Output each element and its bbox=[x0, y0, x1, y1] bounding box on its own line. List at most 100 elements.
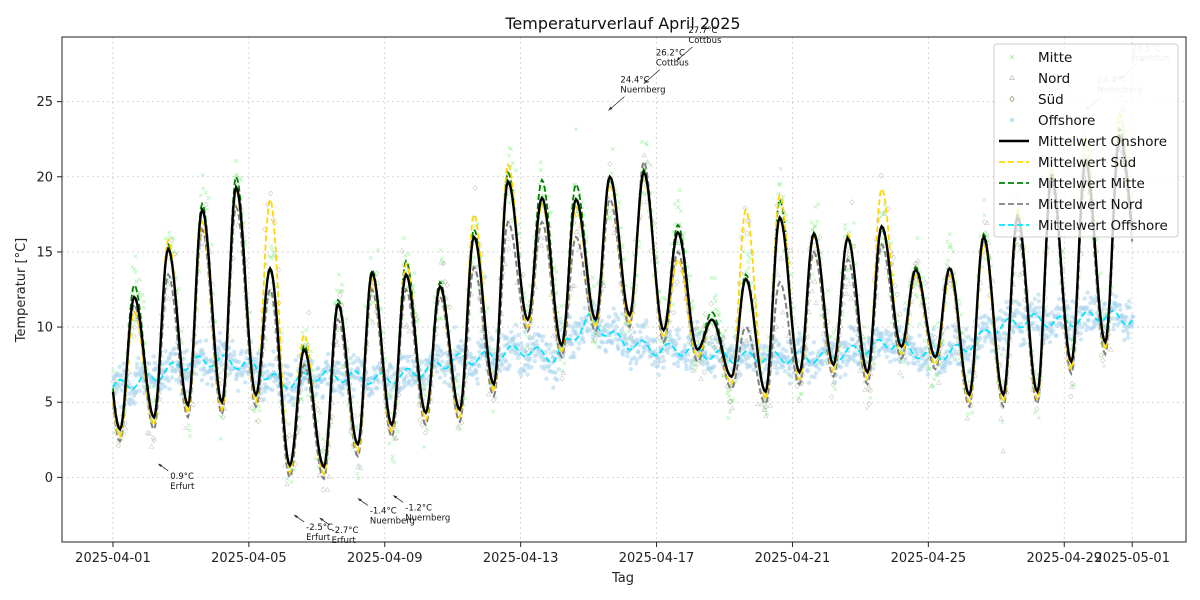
mitte-point bbox=[900, 375, 905, 380]
offshore-point bbox=[967, 352, 973, 357]
nord-point bbox=[600, 283, 607, 288]
offshore-point bbox=[435, 357, 440, 362]
offshore-point bbox=[1057, 296, 1062, 302]
offshore-point bbox=[603, 349, 609, 354]
offshore-point bbox=[695, 319, 700, 325]
nord-point bbox=[393, 435, 399, 441]
offshore-point bbox=[516, 332, 521, 338]
offshore-point bbox=[597, 322, 602, 327]
offshore-point bbox=[843, 372, 848, 377]
mitte-point bbox=[338, 289, 343, 294]
offshore-point bbox=[893, 350, 898, 355]
offshore-point bbox=[146, 361, 152, 366]
nord-point bbox=[693, 324, 699, 330]
mitte-point bbox=[425, 426, 430, 432]
offshore-point bbox=[619, 327, 625, 332]
nord-point bbox=[550, 333, 556, 339]
offshore-point bbox=[231, 353, 237, 358]
offshore-point bbox=[1036, 292, 1041, 297]
offshore-point bbox=[674, 351, 679, 356]
mitte-point bbox=[187, 428, 192, 433]
mitte-point bbox=[654, 254, 659, 259]
nord-point bbox=[809, 288, 815, 294]
offshore-point bbox=[684, 363, 689, 368]
mitte-point bbox=[868, 396, 873, 401]
offshore-point bbox=[434, 369, 439, 375]
offshore-point bbox=[544, 342, 550, 347]
mitte-point bbox=[970, 410, 975, 415]
mitte-point bbox=[925, 306, 930, 312]
mitte-point bbox=[198, 193, 203, 198]
mitte-point bbox=[209, 242, 214, 247]
mean-onshore-line bbox=[111, 133, 1134, 470]
mitte-point bbox=[554, 290, 559, 295]
offshore-point bbox=[684, 366, 689, 372]
offshore-point bbox=[353, 359, 358, 364]
nord-point bbox=[370, 319, 376, 325]
sued-point bbox=[337, 292, 343, 299]
offshore-point bbox=[975, 355, 981, 360]
sued-point bbox=[172, 250, 178, 257]
mitte-point bbox=[682, 231, 687, 236]
offshore-point bbox=[1131, 314, 1136, 319]
mitte-point bbox=[558, 315, 563, 320]
nord-point bbox=[611, 229, 617, 235]
sued-point bbox=[168, 237, 175, 244]
mitte-point bbox=[831, 330, 836, 335]
y-tick-label: 25 bbox=[36, 95, 53, 110]
mitte-point bbox=[171, 236, 176, 241]
offshore-point bbox=[390, 365, 395, 371]
offshore-point bbox=[351, 353, 356, 358]
nord-point bbox=[697, 336, 703, 342]
offshore-point bbox=[203, 338, 209, 343]
offshore-point bbox=[133, 389, 139, 395]
mitte-point bbox=[390, 454, 395, 459]
offshore-point bbox=[606, 314, 612, 319]
legend-label: Offshore bbox=[1038, 113, 1095, 129]
offshore-point bbox=[674, 341, 679, 346]
mitte-point bbox=[781, 194, 786, 199]
offshore-point bbox=[337, 389, 342, 394]
mitte-point bbox=[538, 168, 544, 173]
chart-title: Temperaturverlauf April 2025 bbox=[504, 14, 740, 33]
sued-point bbox=[763, 403, 769, 410]
offshore-point bbox=[115, 371, 120, 376]
offshore-point bbox=[519, 341, 524, 346]
nord-point bbox=[745, 337, 751, 343]
nord-point bbox=[780, 309, 786, 315]
mitte-point bbox=[387, 441, 392, 446]
offshore-point bbox=[455, 372, 461, 377]
nord-point bbox=[508, 217, 514, 223]
offshore-point bbox=[703, 349, 708, 355]
offshore-point bbox=[433, 365, 438, 370]
offshore-point bbox=[908, 340, 913, 345]
offshore-point bbox=[333, 371, 338, 376]
offshore-point bbox=[689, 362, 695, 367]
mitte-point bbox=[617, 200, 622, 205]
nord-point bbox=[843, 290, 850, 296]
mitte-point bbox=[339, 282, 344, 287]
offshore-point bbox=[500, 361, 505, 367]
nord-point bbox=[316, 472, 323, 478]
offshore-point bbox=[196, 361, 201, 366]
annotation-station: Erfurt bbox=[170, 482, 195, 492]
offshore-point bbox=[982, 339, 988, 344]
x-tick-label: 2025-04-05 bbox=[211, 551, 287, 566]
offshore-point bbox=[132, 401, 137, 406]
nord-point bbox=[222, 405, 228, 411]
offshore-point bbox=[259, 391, 264, 396]
annotation-station: Nuernberg bbox=[620, 86, 665, 96]
nord-point bbox=[1108, 346, 1114, 352]
mitte-point bbox=[269, 243, 274, 249]
nord-point bbox=[846, 280, 852, 286]
offshore-point bbox=[1046, 334, 1051, 339]
mitte-point bbox=[591, 284, 597, 289]
offshore-point bbox=[168, 351, 173, 356]
mitte-point bbox=[368, 317, 373, 322]
offshore-point bbox=[785, 355, 791, 360]
sued-point bbox=[744, 230, 750, 237]
offshore-point bbox=[532, 358, 537, 364]
legend-label: Mittelwert Mitte bbox=[1038, 176, 1145, 192]
offshore-point bbox=[199, 377, 205, 383]
offshore-point bbox=[217, 330, 223, 336]
